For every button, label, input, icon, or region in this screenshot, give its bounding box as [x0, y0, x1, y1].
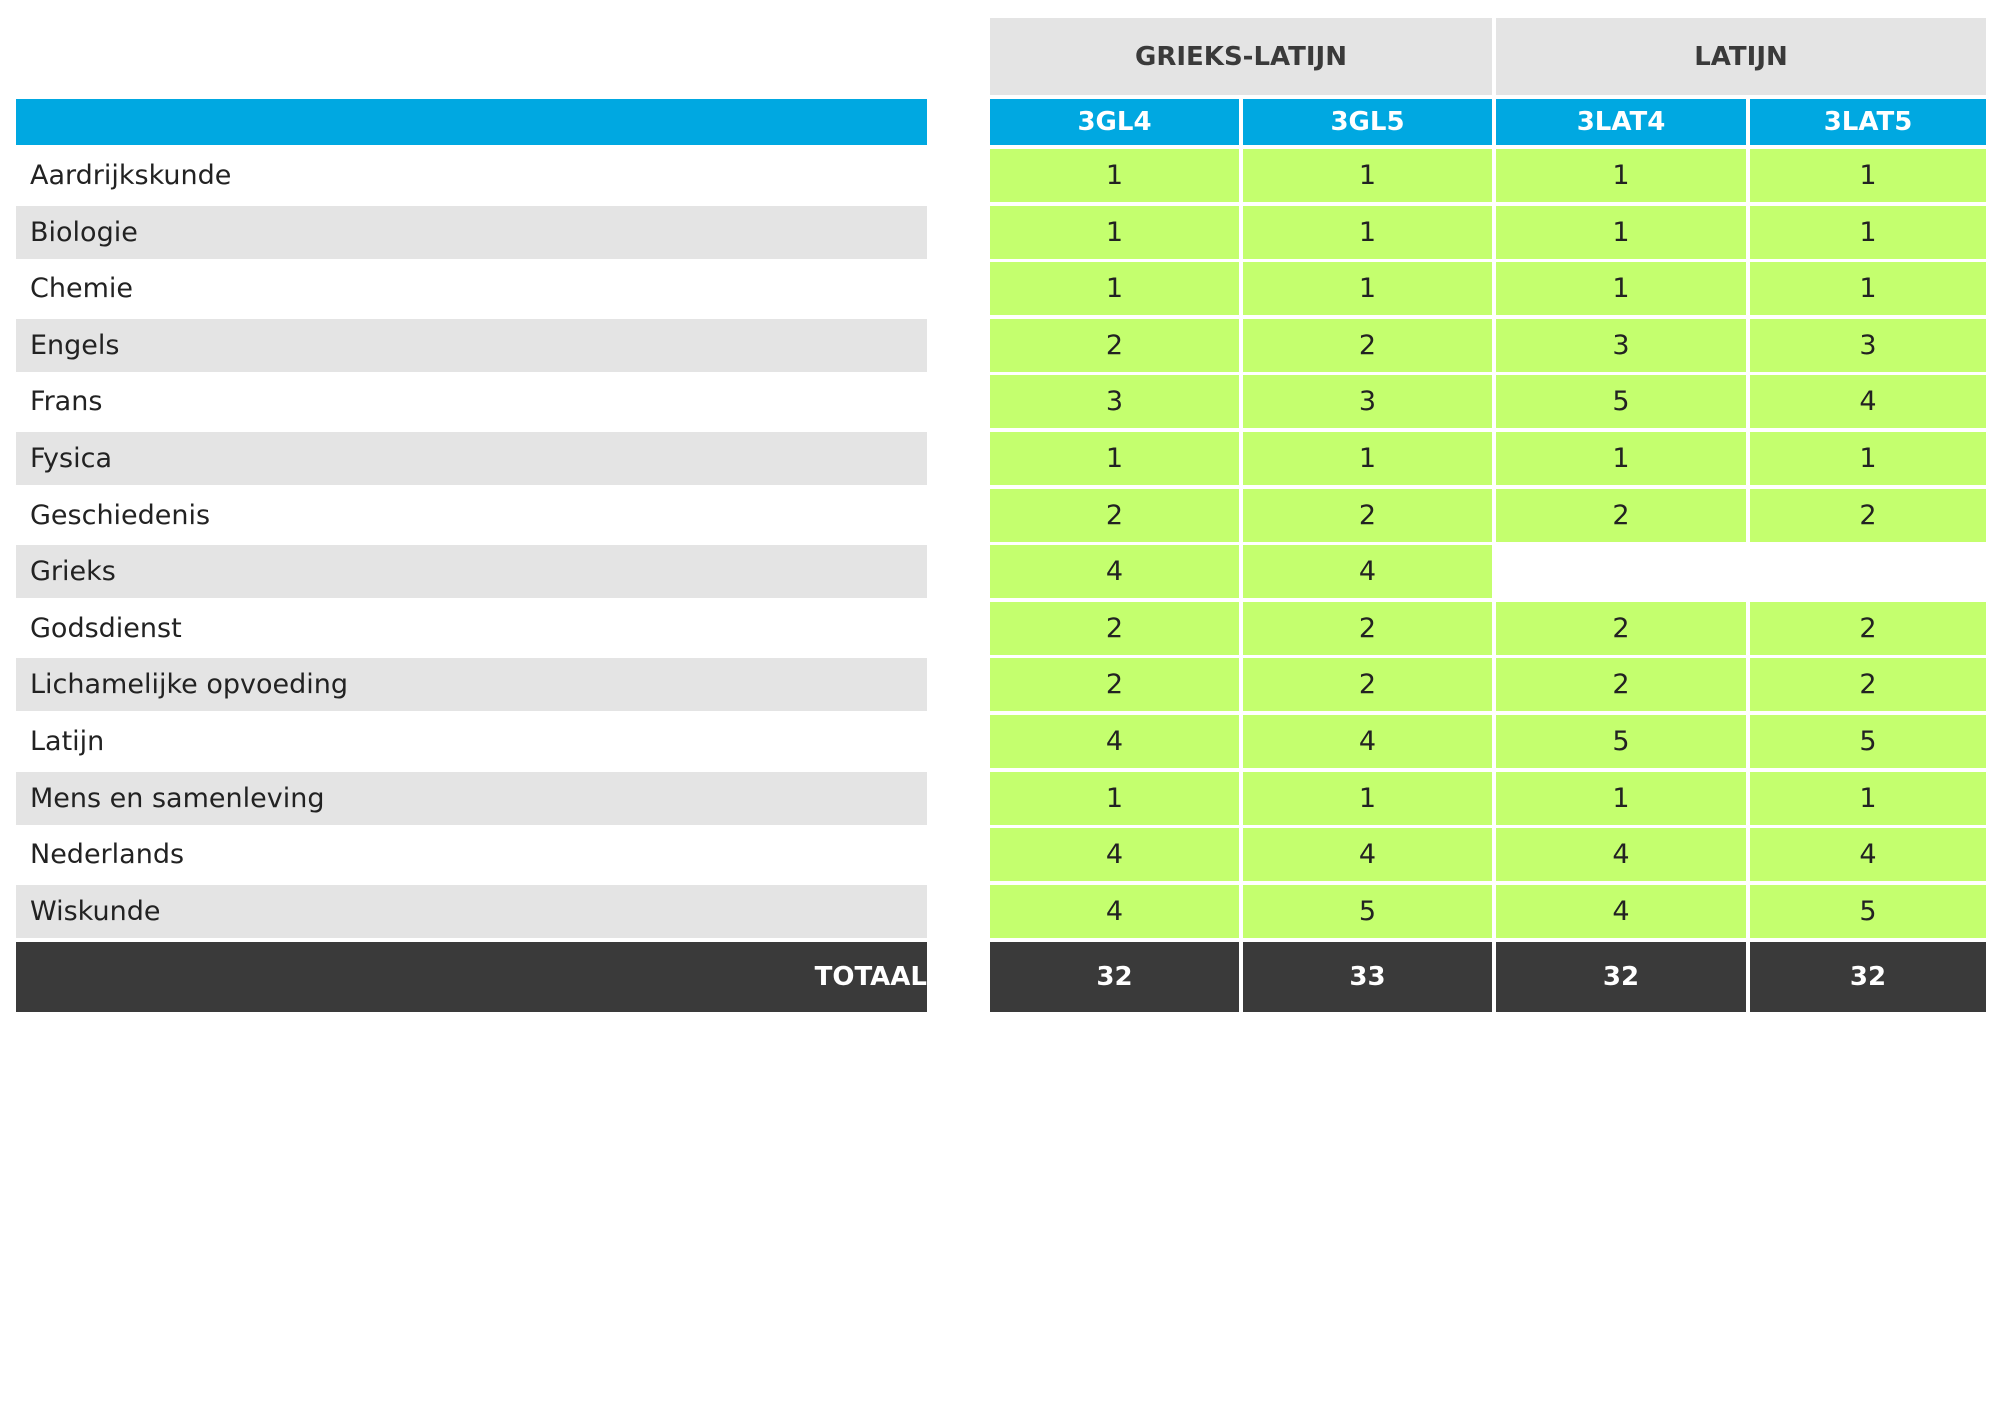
hours-cell: 1 [1496, 772, 1746, 825]
hours-cell: 5 [1243, 885, 1492, 938]
hours-cell: 1 [1750, 262, 1986, 315]
total-cell: 32 [990, 942, 1239, 1012]
column-header: 3LAT5 [1750, 99, 1986, 145]
hours-cell: 3 [1243, 375, 1492, 428]
hours-cell: 2 [1496, 489, 1746, 542]
hours-cell: 2 [990, 319, 1239, 372]
hours-cell: 4 [1243, 545, 1492, 598]
subject-label: Biologie [16, 206, 927, 259]
hours-cell: 1 [1496, 206, 1746, 259]
hours-cell: 1 [1750, 772, 1986, 825]
hours-cell: 3 [990, 375, 1239, 428]
hours-cell: 1 [990, 772, 1239, 825]
hours-cell: 4 [1496, 828, 1746, 881]
subject-label: Frans [30, 386, 103, 417]
subject-label: Godsdienst [30, 613, 182, 644]
subject-label: Wiskunde [16, 885, 927, 938]
group-header: GRIEKS-LATIJN [990, 18, 1492, 95]
hours-cell: 1 [990, 432, 1239, 485]
hours-cell: 1 [990, 149, 1239, 202]
subject-label: Lichamelijke opvoeding [16, 658, 927, 711]
hours-cell: 4 [1243, 715, 1492, 768]
hours-cell: 1 [1243, 772, 1492, 825]
total-label: TOTAAL [16, 942, 927, 1012]
hours-cell: 2 [1243, 602, 1492, 655]
hours-cell: 1 [1243, 432, 1492, 485]
hours-cell: 1 [1750, 432, 1986, 485]
hours-cell: 5 [1750, 715, 1986, 768]
subject-label: Latijn [30, 726, 105, 757]
subject-header-bar [16, 99, 927, 145]
hours-cell: 2 [1496, 658, 1746, 711]
column-header: 3GL4 [990, 99, 1239, 145]
hours-cell: 4 [1750, 375, 1986, 428]
hours-cell: 1 [990, 206, 1239, 259]
hours-cell: 4 [1750, 828, 1986, 881]
subject-label: Aardrijkskunde [30, 160, 232, 191]
group-header: LATIJN [1496, 18, 1986, 95]
hours-cell: 5 [1750, 885, 1986, 938]
hours-cell: 1 [1243, 262, 1492, 315]
hours-cell: 2 [990, 489, 1239, 542]
hours-cell: 2 [1496, 602, 1746, 655]
hours-cell: 4 [990, 885, 1239, 938]
hours-cell: 1 [1750, 206, 1986, 259]
hours-cell: 1 [1243, 206, 1492, 259]
subject-label: Mens en samenleving [16, 772, 927, 825]
hours-cell: 1 [1496, 262, 1746, 315]
subject-label: Engels [16, 319, 927, 372]
hours-cell: 1 [990, 262, 1239, 315]
hours-cell: 4 [1243, 828, 1492, 881]
hours-cell: 2 [1750, 658, 1986, 711]
total-cell: 32 [1496, 942, 1746, 1012]
hours-cell: 1 [1496, 149, 1746, 202]
subject-label: Nederlands [30, 839, 185, 870]
hours-cell: 2 [1243, 319, 1492, 372]
hours-cell: 2 [1750, 602, 1986, 655]
hours-cell: 2 [990, 602, 1239, 655]
subject-label: Chemie [30, 273, 133, 304]
column-header: 3LAT4 [1496, 99, 1746, 145]
subject-label: Grieks [16, 545, 927, 598]
subject-label: Geschiedenis [30, 500, 211, 531]
hours-cell: 3 [1750, 319, 1986, 372]
subject-label: Fysica [16, 432, 927, 485]
hours-cell: 2 [990, 658, 1239, 711]
total-cell: 33 [1243, 942, 1492, 1012]
hours-cell: 2 [1750, 489, 1986, 542]
total-cell: 32 [1750, 942, 1986, 1012]
hours-cell: 2 [1243, 489, 1492, 542]
hours-cell: 2 [1243, 658, 1492, 711]
column-header: 3GL5 [1243, 99, 1492, 145]
hours-cell: 4 [990, 715, 1239, 768]
hours-cell: 5 [1496, 375, 1746, 428]
hours-cell: 1 [1243, 149, 1492, 202]
hours-cell: 4 [990, 828, 1239, 881]
hours-cell: 1 [1496, 432, 1746, 485]
hours-cell: 1 [1750, 149, 1986, 202]
hours-cell: 4 [1496, 885, 1746, 938]
hours-cell: 3 [1496, 319, 1746, 372]
hours-cell: 5 [1496, 715, 1746, 768]
hours-cell: 4 [990, 545, 1239, 598]
